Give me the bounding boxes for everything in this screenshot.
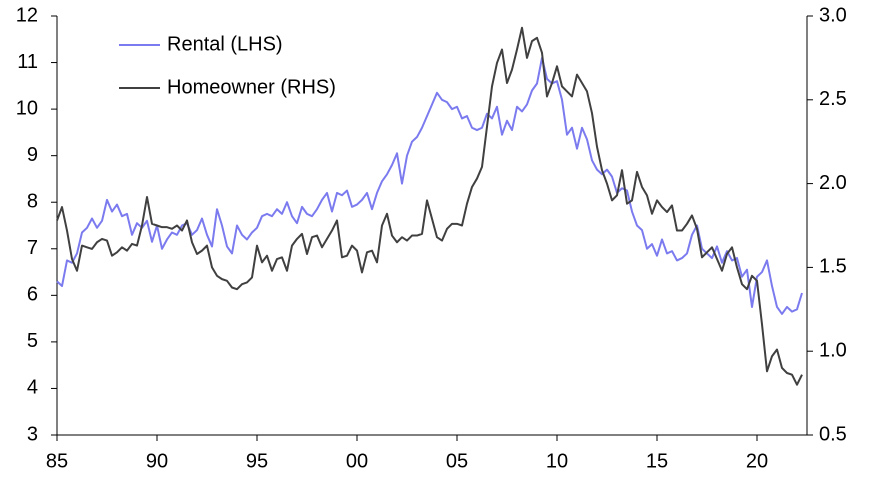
y2-tick-label: 2.5 (819, 88, 847, 110)
legend-label: Homeowner (RHS) (167, 76, 336, 98)
y2-tick-label: 0.5 (819, 423, 847, 445)
y-tick-label: 5 (27, 330, 38, 352)
y-tick-label: 9 (27, 144, 38, 166)
y-tick-label: 6 (27, 284, 38, 306)
x-tick-label: 90 (146, 450, 168, 472)
y2-tick-label: 1.0 (819, 339, 847, 361)
x-tick-label: 20 (746, 450, 768, 472)
y2-tick-label: 3.0 (819, 4, 847, 26)
x-tick-label: 95 (246, 450, 268, 472)
x-tick-label: 00 (346, 450, 368, 472)
series-line (56, 56, 803, 315)
y-tick-label: 3 (27, 423, 38, 445)
y2-tick-label: 1.5 (819, 256, 847, 278)
x-tick-label: 10 (546, 450, 568, 472)
x-tick-label: 85 (46, 450, 68, 472)
x-tick-label: 15 (646, 450, 668, 472)
y-tick-label: 12 (16, 4, 38, 26)
y-tick-label: 7 (27, 237, 38, 259)
y-tick-label: 11 (17, 51, 38, 73)
x-tick-label: 05 (446, 450, 468, 472)
y2-tick-label: 2.0 (819, 172, 847, 194)
y-tick-label: 10 (16, 97, 38, 119)
legend-label: Rental (LHS) (167, 33, 283, 55)
y-tick-label: 4 (27, 377, 38, 399)
series-line (56, 26, 803, 386)
y-tick-label: 8 (27, 191, 38, 213)
